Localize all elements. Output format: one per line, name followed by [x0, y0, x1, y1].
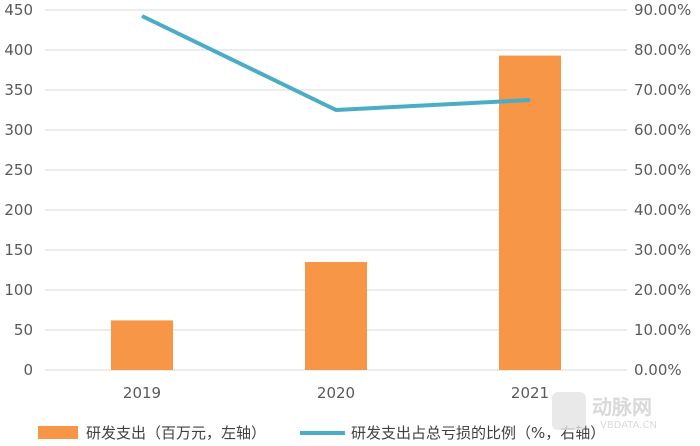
bar-series — [111, 55, 561, 370]
right-axis: 0.00% 10.00% 20.00% 30.00% 40.00% 50.00% 60.00… — [634, 1, 691, 379]
bar — [111, 320, 173, 370]
right-tick-label: 60.00% — [634, 121, 691, 139]
watermark-logo — [552, 392, 586, 430]
left-tick-label: 250 — [4, 161, 33, 179]
left-axis: 0 50 100 150 200 250 300 350 400 450 — [4, 1, 33, 379]
line-series — [141, 14, 531, 112]
right-tick-label: 30.00% — [634, 241, 691, 259]
series-line — [141, 14, 531, 112]
watermark-sub: VBDATA.CN — [600, 420, 657, 431]
left-tick-label: 100 — [4, 281, 33, 299]
left-tick-label: 200 — [4, 201, 33, 219]
right-tick-label: 80.00% — [634, 41, 691, 59]
left-tick-label: 450 — [4, 1, 33, 19]
bar — [499, 55, 561, 370]
right-tick-label: 50.00% — [634, 161, 691, 179]
watermark-main: 动脉网 — [592, 395, 652, 419]
legend-bar-label: 研发支出（百万元，左轴） — [86, 424, 266, 442]
left-tick-label: 50 — [14, 321, 33, 339]
legend-bar-swatch — [38, 426, 78, 439]
right-tick-label: 0.00% — [634, 361, 682, 379]
x-tick-label: 2020 — [317, 384, 355, 402]
x-tick-label: 2019 — [123, 384, 161, 402]
legend-line-label: 研发支出占总亏损的比例（%，右轴） — [351, 424, 605, 442]
x-tick-label: 2021 — [511, 384, 549, 402]
left-tick-label: 400 — [4, 41, 33, 59]
left-tick-label: 350 — [4, 81, 33, 99]
left-tick-label: 0 — [23, 361, 33, 379]
right-tick-label: 70.00% — [634, 81, 691, 99]
left-tick-label: 150 — [4, 241, 33, 259]
left-tick-label: 300 — [4, 121, 33, 139]
legend: 研发支出（百万元，左轴） 研发支出占总亏损的比例（%，右轴） — [38, 424, 605, 442]
bar — [305, 262, 367, 370]
right-tick-label: 90.00% — [634, 1, 691, 19]
right-tick-label: 10.00% — [634, 321, 691, 339]
right-tick-label: 20.00% — [634, 281, 691, 299]
right-tick-label: 40.00% — [634, 201, 691, 219]
watermark: 动脉网 VBDATA.CN — [552, 392, 657, 431]
x-axis: 2019 2020 2021 — [123, 384, 549, 402]
